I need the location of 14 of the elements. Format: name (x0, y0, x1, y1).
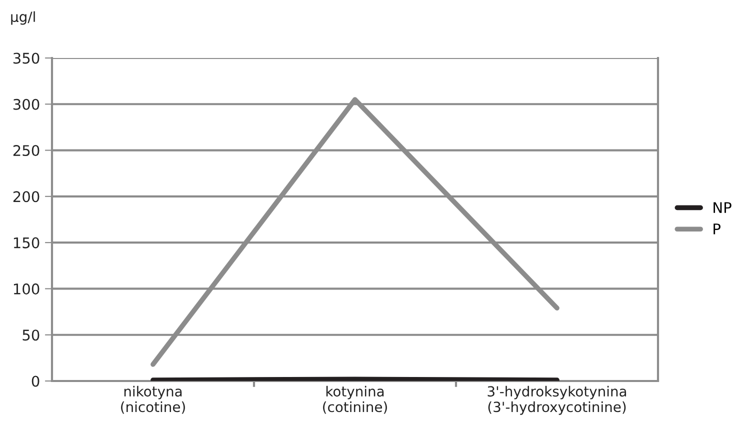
legend-label: P (714, 224, 720, 234)
x-tick-label: 3'-hydroksykotynina (3'-hydroxycotinine) (488, 386, 626, 415)
y-tick-label: 0 (32, 376, 40, 387)
y-tick-label: 350 (13, 52, 40, 64)
y-tick-label: 200 (13, 191, 40, 202)
legend-label: NP (714, 202, 732, 213)
y-axis-title: µg/l (11, 11, 35, 25)
y-tick-label: 300 (13, 98, 40, 110)
y-tick-label: 150 (14, 237, 40, 248)
y-tick-label: 100 (14, 283, 40, 294)
x-tick-label: nikotyna (nicotine) (121, 386, 185, 414)
y-tick-label: 50 (22, 330, 40, 341)
x-tick-label: kotynina (cotinine) (323, 386, 387, 414)
y-tick-label: 250 (13, 145, 40, 156)
